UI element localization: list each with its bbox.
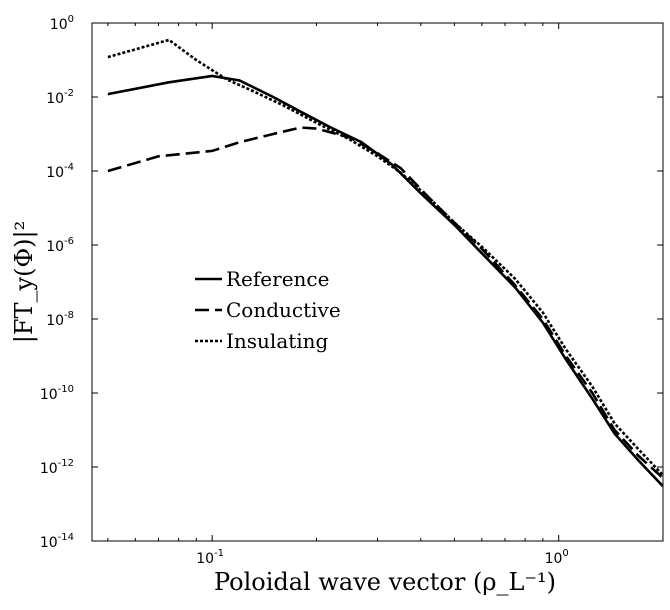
legend: Reference Conductive Insulating [195,267,341,353]
y-tick-label: 10-10 [40,384,74,403]
y-tick-label: 10-4 [46,162,74,181]
x-tick-label: 10-1 [196,548,224,567]
series-line-reference [107,74,663,488]
y-axis-label: |FT_y(Φ)|² [10,221,39,343]
y-tick-label: 10-8 [46,310,74,329]
x-axis-label: Poloidal wave vector (ρ_L⁻¹) [214,568,556,596]
y-tick-label: 10-14 [40,532,74,551]
series-line-insulating [107,38,663,477]
legend-label-insulating: Insulating [226,329,329,353]
y-tick-label: 10-12 [40,458,74,477]
plot-layer [107,38,663,488]
legend-label-conductive: Conductive [226,298,341,322]
x-tick-label: 100 [545,548,569,567]
axis-layer: 100 10-2 10-4 10-6 10-8 10-10 10-12 10-14 10-1 10… [40,14,664,567]
legend-label-reference: Reference [226,267,329,291]
y-tick-label: 100 [50,14,74,33]
y-tick-label: 10-6 [46,236,74,255]
y-tick-label: 10-2 [46,88,74,107]
series-line-conductive [107,126,663,480]
